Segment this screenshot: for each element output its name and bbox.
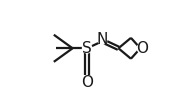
Text: S: S — [82, 41, 92, 56]
Circle shape — [83, 44, 92, 53]
Circle shape — [83, 78, 92, 87]
Circle shape — [98, 35, 107, 44]
Text: O: O — [81, 75, 93, 90]
Text: O: O — [136, 41, 148, 56]
Circle shape — [137, 44, 146, 53]
Text: N: N — [97, 32, 108, 47]
